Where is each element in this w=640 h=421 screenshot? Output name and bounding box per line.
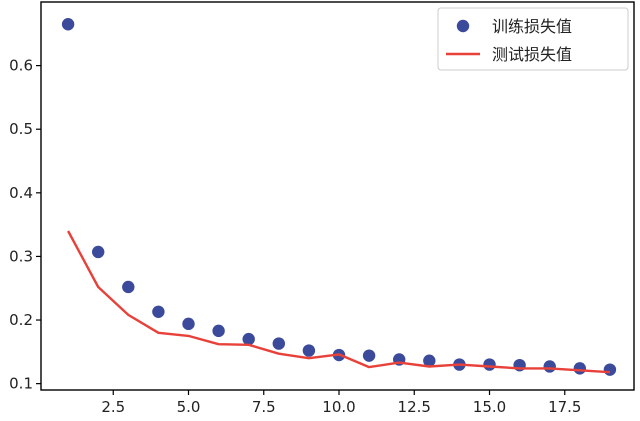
data-point-train-loss [91,245,105,259]
y-tick-label: 0.5 [9,120,33,138]
legend-label: 测试损失值 [492,45,572,64]
legend-label: 训练损失值 [492,17,572,36]
data-point-train-loss [212,324,225,338]
x-tick-label: 7.5 [252,398,276,416]
x-tick-label: 17.5 [548,398,581,416]
data-point-train-loss [573,362,587,375]
x-tick-label: 10.0 [322,398,355,416]
x-tick-label: 2.5 [101,398,125,416]
data-point-train-loss [423,354,436,367]
y-tick-label: 0.1 [9,375,33,393]
legend-box [437,7,629,71]
y-tick-label: 0.4 [9,184,33,202]
data-point-train-loss [302,344,316,357]
data-point-train-loss [362,349,376,362]
plot-area [61,18,617,376]
data-point-train-loss [182,317,195,331]
x-tick-label: 12.5 [398,398,431,416]
axes: 0.1 0.2 0.3 0.4 0.5 0.6 2.5 5.0 7.5 10.0 12.5 15.0 1… [9,1,635,416]
data-point-train-loss [61,18,75,31]
y-tick-label: 0.2 [9,311,33,329]
x-tick-label: 15.0 [473,398,506,416]
plot-frame [40,1,635,391]
series-line-test-loss [67,230,610,374]
data-point-train-loss [483,358,496,371]
data-point-train-loss [122,280,135,294]
legend-swatch-point [456,19,470,33]
data-point-train-loss [603,363,617,376]
x-tick-label: 5.0 [177,398,201,416]
data-point-train-loss [242,332,255,346]
data-point-train-loss [272,337,286,350]
y-tick-label: 0.3 [9,247,33,265]
data-point-train-loss [543,360,556,373]
data-point-train-loss [152,305,165,318]
y-tick-label: 0.6 [9,57,33,75]
